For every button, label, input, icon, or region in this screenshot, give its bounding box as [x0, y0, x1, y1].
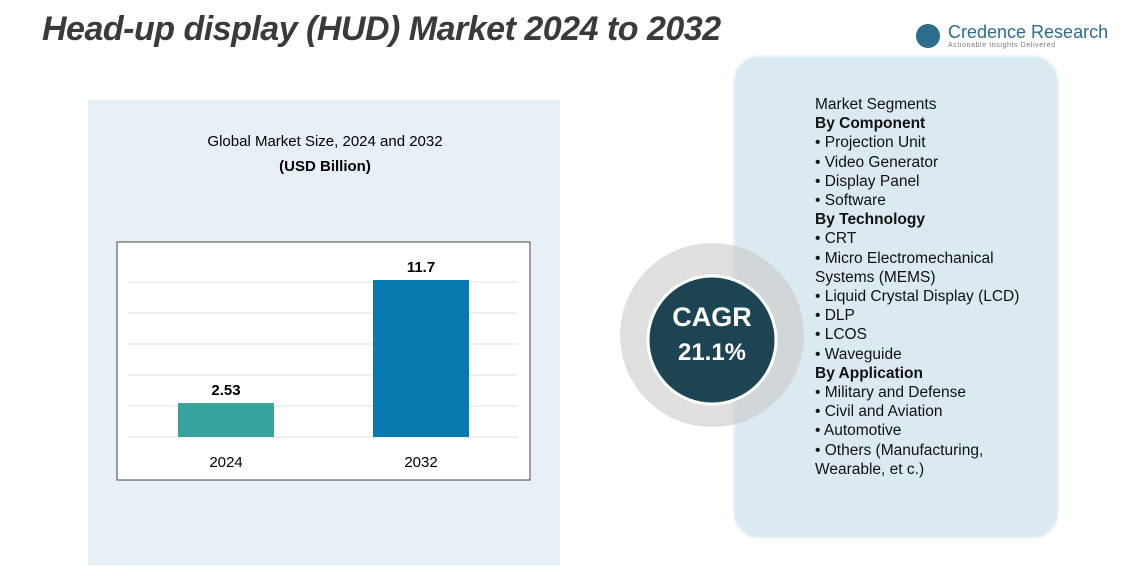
tagline: Actionable Insights Delivered: [948, 42, 1056, 49]
segment-item: • Micro Electromechanical Systems (MEMS): [815, 249, 994, 286]
logo: [916, 24, 940, 48]
cagr-value: 21.1%: [678, 339, 746, 366]
segment-item: • CRT: [815, 230, 857, 248]
bar: [373, 280, 469, 437]
segment-item: • LCOS: [815, 326, 867, 344]
value-label: 2.53: [211, 382, 240, 399]
page-title: Head-up display (HUD) Market 2024 to 203…: [42, 10, 721, 48]
segments-title: Market Segments: [815, 96, 937, 113]
segments: Market Segments By Component • Projection…: [815, 95, 1050, 479]
segment-item: • Automotive: [815, 422, 902, 440]
x-tick-label: 2032: [404, 454, 437, 471]
chart-title: Global Market Size, 2024 and 2032: [207, 133, 442, 150]
x-tick-label: 2024: [209, 454, 242, 471]
segment-item: • Waveguide: [815, 345, 902, 363]
bar: [178, 403, 274, 437]
segment-item: • Software: [815, 192, 886, 210]
segment-item: • Others (Manufacturing, Wearable, et c.…: [815, 441, 984, 478]
segment-item: • Civil and Aviation: [815, 403, 943, 421]
segment-group: By Technology: [815, 211, 925, 229]
segment-item: • DLP: [815, 307, 855, 325]
chart-subtitle: (USD Billion): [279, 158, 371, 175]
cagr-label: CAGR: [672, 302, 752, 332]
segment-group: By Application: [815, 364, 923, 382]
value-label: 11.7: [407, 259, 435, 276]
segment-item: • Military and Defense: [815, 384, 967, 402]
segment-item: • Projection Unit: [815, 134, 926, 152]
cagr-circle: [646, 274, 778, 406]
segment-item: • Video Generator: [815, 153, 939, 171]
segment-group: By Component: [815, 115, 926, 133]
segment-item: • Liquid Crystal Display (LCD): [815, 288, 1020, 306]
segment-item: • Display Panel: [815, 172, 920, 190]
brand: Credence Research: [948, 22, 1109, 42]
